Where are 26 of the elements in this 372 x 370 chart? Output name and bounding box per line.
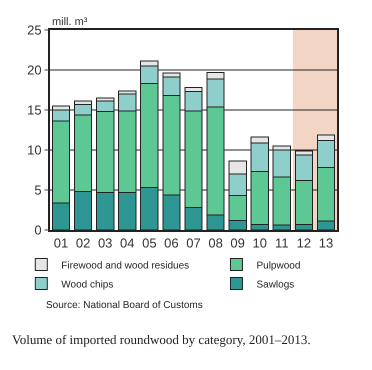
x-tick-label: 02: [76, 235, 90, 250]
legend-label: Sawlogs: [256, 279, 294, 290]
y-tick-label: 20: [27, 62, 42, 78]
y-tick-label: 10: [27, 142, 42, 158]
legend-label: Firewood and wood residues: [61, 260, 190, 272]
y-axis-title: mill. m³: [52, 16, 88, 28]
x-tick-label: 01: [54, 235, 68, 250]
x-tick-label: 04: [120, 235, 135, 250]
x-tick-label: 13: [318, 235, 334, 250]
x-tick-label: 12: [296, 235, 312, 250]
y-tick-label: 0: [34, 222, 42, 238]
x-tick-label: 10: [252, 235, 267, 250]
x-tick-label: 09: [230, 235, 245, 250]
legend-label: Pulpwood: [256, 260, 300, 272]
legend-label: Wood chips: [61, 279, 114, 290]
y-tick-label: 25: [27, 22, 42, 38]
x-tick-label: 06: [164, 235, 179, 250]
x-tick-label: 03: [98, 235, 112, 250]
text: Volume of imported roundwood by category, 2001–2013.: [12, 332, 311, 347]
y-tick-label: 5: [34, 182, 42, 198]
y-tick-label: 15: [27, 102, 42, 118]
source-note: Source: National Board of Customs: [46, 300, 203, 311]
x-tick-label: 08: [208, 235, 223, 250]
x-tick-label: 07: [186, 235, 201, 250]
x-tick-label: 11: [275, 235, 289, 250]
x-tick-label: 05: [142, 235, 157, 250]
